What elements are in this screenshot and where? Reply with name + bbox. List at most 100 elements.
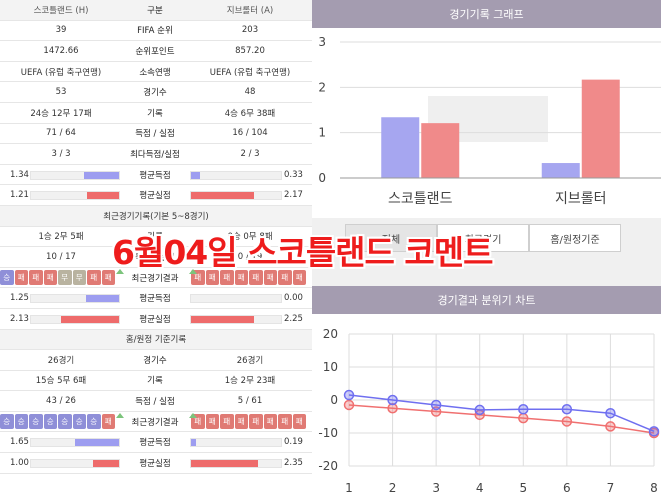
stat-label: 최근경기결과: [131, 417, 179, 428]
result-badge: 패: [278, 413, 292, 429]
result-badge: 패: [292, 269, 306, 285]
y-tick-label: 3: [318, 35, 326, 49]
tab-all[interactable]: 전체: [345, 224, 437, 252]
x-tick-label: 4: [476, 481, 484, 495]
away-average: 0.33: [284, 169, 303, 180]
home-average: 1.00: [10, 457, 29, 468]
series-point: [561, 403, 573, 415]
home-bar-track: [30, 459, 120, 469]
home-average: 1.34: [10, 169, 29, 180]
away-bar-track: [190, 170, 282, 180]
average-bar-row: 2.13 평균실점 2.25: [0, 309, 312, 330]
away-average: 2.35: [284, 457, 303, 468]
chart1-body: 0 1 2 3 스코틀랜드 지브롤터: [312, 28, 661, 218]
stat-label: 최다득점/실점: [130, 149, 180, 160]
series-point: [605, 421, 616, 432]
home-value: 1472.66: [43, 45, 79, 56]
chart1-title: 경기기록 그래프: [449, 8, 524, 21]
home-bar-fill: [60, 315, 119, 323]
away-value: 26경기: [236, 355, 264, 366]
away-value: 0 / 19: [237, 251, 263, 262]
away-bar-track: [190, 438, 282, 448]
away-value: 16 / 104: [232, 128, 268, 139]
result-badge: 승: [0, 269, 14, 285]
x-tick-label: 5: [519, 481, 527, 495]
away-value: 0승 0무 8패: [227, 232, 273, 243]
stat-label: 득점 / 실점: [135, 252, 175, 263]
stat-label: 평균득점: [139, 170, 171, 181]
stat-row: 24승 12무 17패 기록 4승 6무 38패: [0, 103, 312, 124]
result-badge: 패: [234, 413, 248, 429]
series-point: [648, 426, 660, 437]
stat-label: 경기수: [143, 88, 167, 99]
result-badge: 패: [220, 413, 234, 429]
chart-tabs: 전체 최근경기 홈/원정기준: [345, 224, 621, 252]
result-badge: 패: [249, 413, 263, 429]
away-bar-fill: [191, 192, 254, 200]
home-value: 39: [55, 25, 67, 36]
home-average: 2.13: [10, 313, 29, 324]
chart2-body: 20 10 0 -10 -20 1 2 3 4 5 6 7 8: [312, 314, 661, 500]
bar: [421, 123, 460, 178]
y-tick-label: 2: [318, 80, 326, 94]
home-average: 1.25: [10, 293, 29, 304]
result-badge: 패: [220, 269, 234, 285]
away-bar-track: [190, 459, 282, 469]
home-value: 1승 2무 5패: [38, 232, 84, 243]
recent-results-row: 승 승 승 승 승 승 승 패 최근경기결과 패 패 패 패 패 패 패 패: [0, 412, 312, 433]
away-average: 2.25: [284, 313, 303, 324]
home-value: 24승 12무 17패: [30, 108, 92, 119]
series-point: [343, 399, 355, 411]
away-average: 0.19: [284, 437, 303, 448]
series-point: [474, 404, 485, 416]
stat-label: 기록: [147, 376, 163, 387]
away-bar-fill: [191, 315, 254, 323]
stat-label: 평균실점: [139, 314, 171, 325]
result-badge: 승: [29, 413, 43, 429]
home-bar-fill: [83, 171, 119, 179]
average-bar-row: 1.34 평균득점 0.33: [0, 165, 312, 186]
away-bar-fill: [191, 460, 258, 468]
y-tick-label: -20: [318, 459, 338, 473]
home-value: 10 / 17: [46, 251, 76, 262]
away-value: 857.20: [235, 45, 265, 56]
stat-label: 평균득점: [139, 294, 171, 305]
x-tick-label: 8: [650, 481, 658, 495]
result-badge: 승: [87, 413, 101, 429]
stat-label: 기록: [147, 108, 163, 119]
series-point: [518, 403, 529, 415]
result-badge: 패: [101, 269, 115, 285]
away-average: 0.00: [284, 293, 303, 304]
result-badge: 패: [43, 269, 57, 285]
stat-label: 득점 / 실점: [135, 129, 175, 140]
x-category-label: 지브롤터: [555, 191, 607, 207]
section-title-row: 홈/원정 기준기록: [0, 329, 312, 351]
stat-label: 기록: [147, 232, 163, 243]
chart2-header: 경기결과 분위기 차트: [312, 286, 661, 314]
home-bar-fill: [92, 460, 119, 468]
home-bar-track: [30, 170, 120, 180]
stat-row: 스코틀랜드 (H) 구분 지브롤터 (A): [0, 0, 312, 21]
tab-home-away[interactable]: 홈/원정기준: [529, 224, 621, 252]
y-tick-label: 0: [330, 393, 338, 407]
x-category-label: 스코틀랜드: [388, 191, 453, 207]
stat-row: 26경기 경기수 26경기: [0, 350, 312, 371]
latest-marker-icon: [189, 412, 197, 418]
y-tick-label: 0: [318, 171, 326, 185]
home-value: 43 / 26: [46, 396, 76, 407]
away-bar-fill: [191, 171, 200, 179]
home-value: 스코틀랜드 (H): [33, 5, 89, 16]
stat-row: 15승 5무 6패 기록 1승 2무 23패: [0, 371, 312, 392]
tab-recent[interactable]: 최근경기: [437, 224, 529, 252]
average-bar-row: 1.00 평균실점 2.35: [0, 453, 312, 474]
result-badge: 패: [205, 269, 219, 285]
section-title: 홈/원정 기준기록: [125, 335, 187, 346]
home-bar-track: [30, 314, 120, 324]
series-point: [387, 394, 398, 406]
stat-label: 구분: [147, 5, 163, 16]
charts-panel: 경기기록 그래프 0 1 2 3 스코틀랜드 지브롤터 전체 최근경기 홈/원정기준 경기…: [312, 0, 661, 500]
latest-marker-icon: [116, 412, 124, 418]
home-bar-fill: [75, 439, 119, 447]
y-tick-label: 20: [323, 327, 338, 341]
result-badge: 패: [14, 269, 28, 285]
